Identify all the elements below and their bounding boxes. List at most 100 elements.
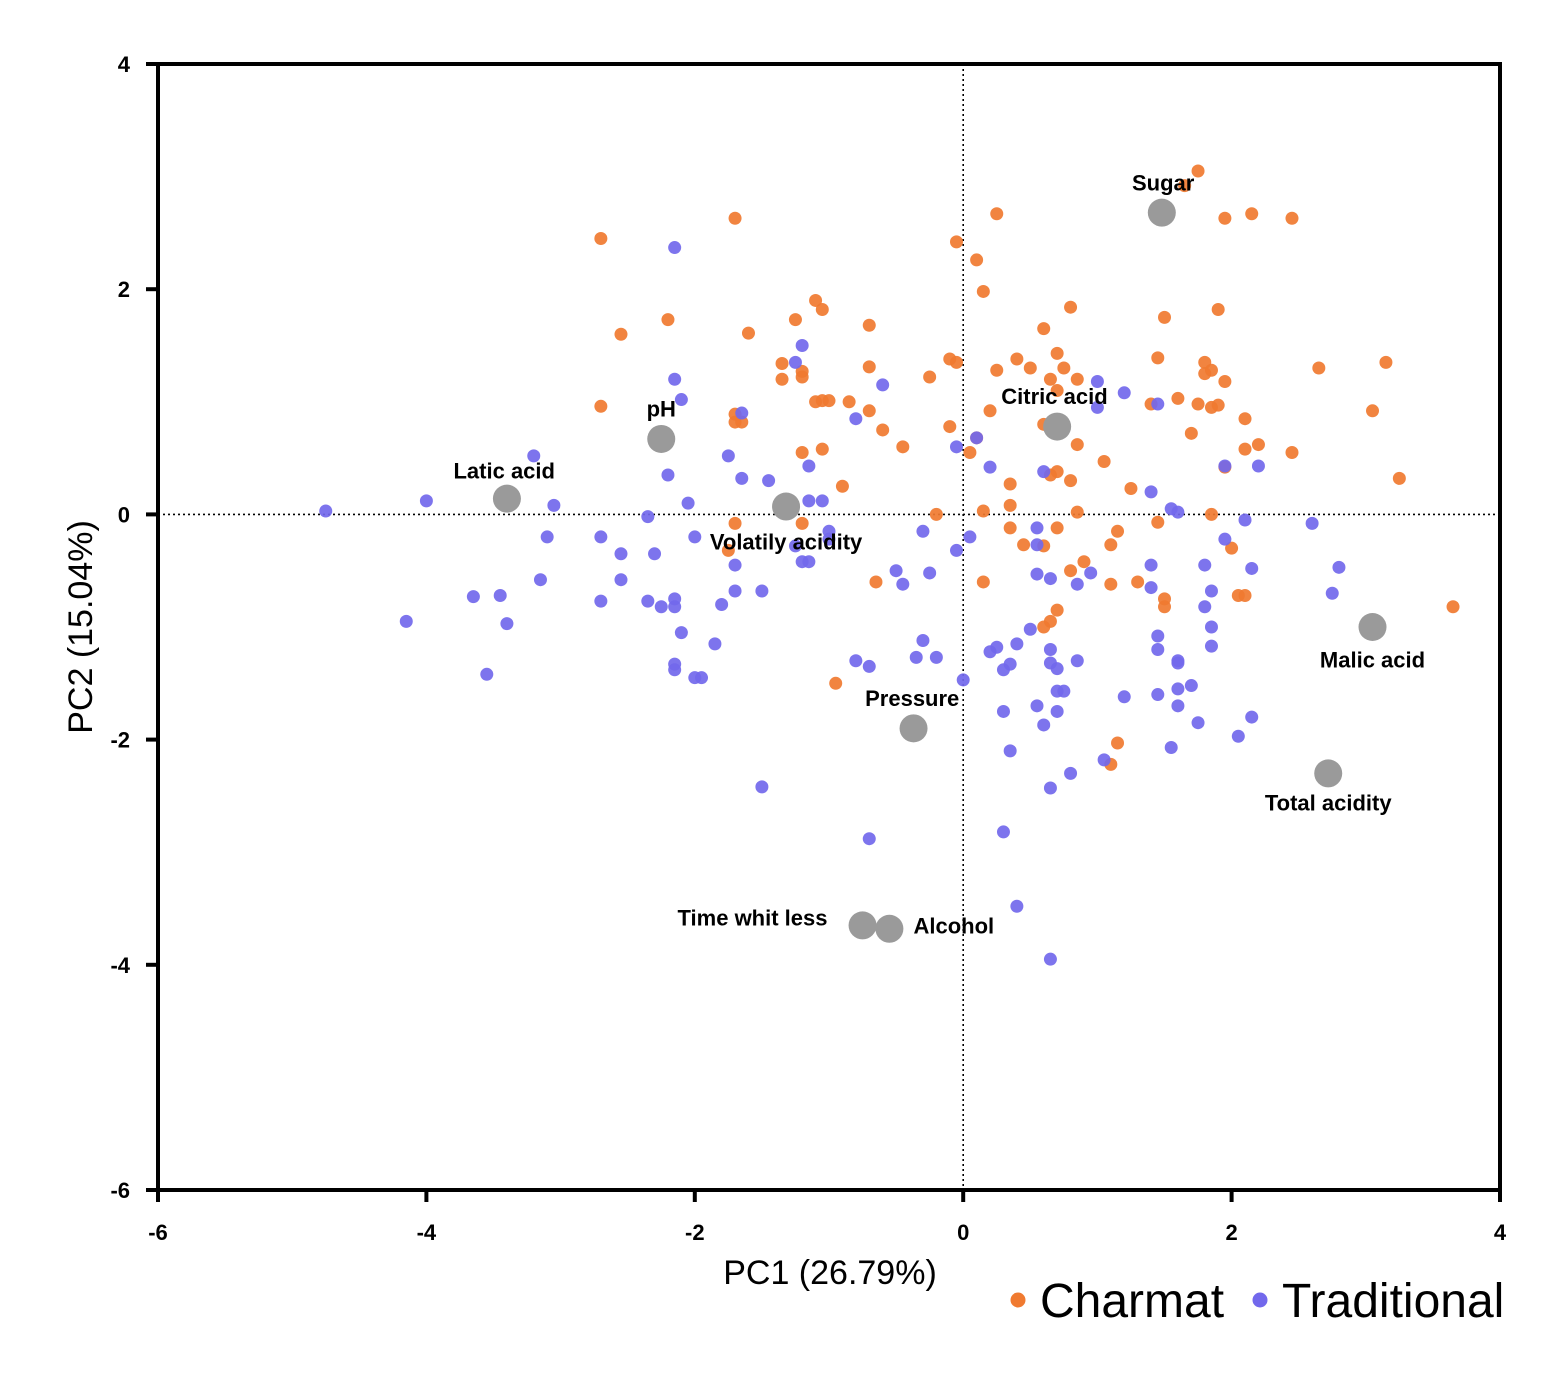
reference-lines <box>158 64 1500 1190</box>
data-point <box>1144 558 1158 572</box>
data-point <box>1251 459 1265 473</box>
variable-marker-pressure <box>899 714 928 743</box>
data-point <box>1171 505 1185 519</box>
data-point <box>1017 538 1031 552</box>
x-tick-label: -4 <box>417 1220 437 1245</box>
y-tick-label: 4 <box>118 52 131 77</box>
data-point <box>1446 600 1460 614</box>
plot-frame <box>156 62 1502 1192</box>
data-point <box>809 293 823 307</box>
data-point <box>1191 164 1205 178</box>
data-point <box>1171 391 1185 405</box>
variable-label-alcohol: Alcohol <box>913 913 994 938</box>
data-point <box>1070 577 1084 591</box>
data-point <box>1204 584 1218 598</box>
data-point <box>1043 643 1057 657</box>
data-point <box>929 650 943 664</box>
variable-label-sugar: Sugar <box>1132 170 1195 195</box>
data-point <box>1050 465 1064 479</box>
data-point <box>1057 684 1071 698</box>
y-axis-label: PC2 (15.04%) <box>62 520 100 734</box>
data-point <box>1050 662 1064 676</box>
data-point <box>1030 521 1044 535</box>
data-point <box>419 494 433 508</box>
data-point <box>594 530 608 544</box>
data-point <box>1178 179 1192 193</box>
data-point <box>493 588 507 602</box>
data-point <box>1117 690 1131 704</box>
data-point <box>594 232 608 246</box>
data-point <box>1218 532 1232 546</box>
data-point <box>1184 426 1198 440</box>
data-point <box>1050 603 1064 617</box>
variable-label-pressure: Pressure <box>865 686 959 711</box>
data-point <box>1158 600 1171 614</box>
data-point <box>1064 300 1078 314</box>
data-point <box>762 474 776 488</box>
data-point <box>842 395 856 409</box>
legend: Charmat Traditional <box>1010 1275 1504 1328</box>
data-point <box>896 440 910 454</box>
series-traditional <box>319 241 1346 966</box>
data-point <box>319 504 333 518</box>
data-point <box>1077 555 1091 569</box>
variable-marker-malic-acid <box>1358 613 1387 641</box>
variable-marker-time-whit-less <box>848 911 877 940</box>
data-points <box>319 164 1460 966</box>
data-point <box>976 575 990 589</box>
data-point <box>876 378 890 392</box>
data-point <box>661 313 675 327</box>
data-point <box>815 494 829 508</box>
data-point <box>1043 952 1057 966</box>
data-point <box>795 516 809 530</box>
data-point <box>990 640 1004 654</box>
data-point <box>1151 643 1165 657</box>
data-point <box>500 617 514 631</box>
data-point <box>862 318 876 332</box>
data-point <box>802 459 816 473</box>
data-point <box>728 558 742 572</box>
data-point <box>1225 541 1239 555</box>
data-point <box>661 468 675 482</box>
data-point <box>822 394 836 408</box>
data-point <box>1204 620 1218 634</box>
data-point <box>802 494 816 508</box>
data-point <box>1198 600 1212 614</box>
variable-label-volatily-acidity: Volatily acidity <box>710 529 863 554</box>
data-point <box>943 420 957 434</box>
y-tick-label: -6 <box>110 1178 130 1203</box>
data-point <box>1211 302 1225 316</box>
variable-marker-volatily-acidity <box>772 492 801 521</box>
data-point <box>1158 310 1171 324</box>
data-point <box>1245 710 1259 724</box>
data-point <box>755 780 769 794</box>
data-point <box>1030 567 1044 581</box>
series-charmat <box>594 164 1460 771</box>
data-point <box>1090 375 1104 389</box>
data-point <box>956 673 970 687</box>
data-point <box>1003 498 1017 512</box>
data-point <box>1285 211 1299 225</box>
data-point <box>1151 515 1165 529</box>
data-point <box>1285 445 1299 459</box>
data-point <box>976 284 990 298</box>
data-point <box>1057 361 1071 375</box>
data-point <box>976 504 990 518</box>
variable-label-time-whit-less: Time whit less <box>678 906 828 931</box>
data-point <box>1218 211 1232 225</box>
data-point <box>1064 766 1078 780</box>
data-point <box>1010 352 1024 366</box>
data-point <box>795 445 809 459</box>
variable-marker-latic-acid <box>492 484 521 513</box>
variable-label-latic-acid: Latic acid <box>453 459 554 484</box>
data-point <box>963 445 977 459</box>
variable-label-citric-acid: Citric acid <box>1001 384 1107 409</box>
data-point <box>1231 729 1245 743</box>
data-point <box>1325 586 1339 600</box>
legend-label-traditional: Traditional <box>1282 1275 1504 1328</box>
data-point <box>735 415 749 429</box>
data-point <box>1332 560 1346 574</box>
data-point <box>641 510 655 524</box>
data-point <box>923 566 937 580</box>
